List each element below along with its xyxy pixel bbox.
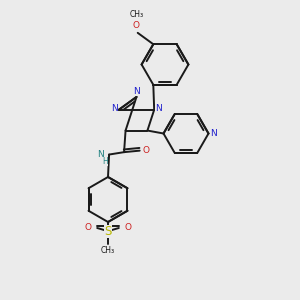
- Text: N: N: [97, 150, 104, 159]
- Text: O: O: [85, 223, 92, 232]
- Text: N: N: [211, 129, 217, 138]
- Text: N: N: [155, 104, 162, 113]
- Text: N: N: [133, 87, 140, 96]
- Text: S: S: [104, 225, 112, 238]
- Text: O: O: [143, 146, 150, 155]
- Text: CH₃: CH₃: [129, 10, 143, 19]
- Text: N: N: [111, 104, 118, 113]
- Text: O: O: [124, 223, 131, 232]
- Text: H: H: [103, 157, 108, 166]
- Text: O: O: [133, 21, 140, 30]
- Text: CH₃: CH₃: [101, 246, 115, 255]
